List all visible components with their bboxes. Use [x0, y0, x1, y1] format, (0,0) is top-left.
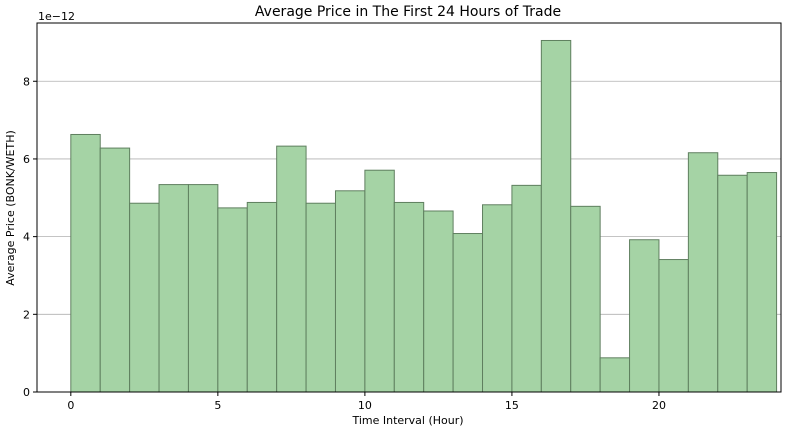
- x-tick-label-10: 10: [358, 399, 372, 412]
- bar-22: [717, 174, 748, 393]
- bar-14: [482, 204, 513, 393]
- bar-12: [423, 210, 454, 393]
- bar-4: [187, 184, 219, 393]
- bar-2: [129, 202, 160, 393]
- bar-18: [599, 357, 631, 393]
- bar-5: [217, 207, 248, 393]
- x-ticks: 0 5 10 15 20: [67, 392, 666, 412]
- x-tick-label-15: 15: [505, 399, 519, 412]
- bar-8: [305, 202, 336, 393]
- bar-16: [540, 39, 572, 393]
- x-tick-label-0: 0: [67, 399, 74, 412]
- bar-10: [364, 169, 395, 393]
- y-multiplier-label: 1e−12: [38, 10, 75, 23]
- y-tick-label-0: 0: [23, 386, 30, 399]
- bar-11: [393, 201, 425, 393]
- bar-23: [746, 172, 778, 393]
- y-tick-label-2: 2: [23, 308, 30, 321]
- bar-1: [99, 147, 131, 393]
- bar-19: [629, 239, 660, 393]
- x-tick-label-20: 20: [652, 399, 666, 412]
- bar-9: [334, 190, 366, 393]
- bar-15: [511, 184, 542, 393]
- bars-layer: [70, 39, 778, 393]
- x-axis-label: Time Interval (Hour): [351, 414, 463, 427]
- bar-17: [570, 205, 601, 393]
- plot-frame: [36, 22, 782, 393]
- bar-7: [276, 145, 307, 393]
- bar-20: [658, 259, 689, 393]
- bar-3: [158, 184, 189, 393]
- chart-title: Average Price in The First 24 Hours of T…: [255, 4, 561, 20]
- x-tick-label-5: 5: [214, 399, 221, 412]
- y-axis-label: Average Price (BONK/WETH): [4, 130, 17, 286]
- y-tick-label-6: 6: [23, 153, 30, 166]
- bar-13: [452, 233, 484, 393]
- y-tick-label-4: 4: [23, 231, 30, 244]
- bar-6: [246, 201, 278, 393]
- bar-0: [70, 133, 101, 393]
- bar-21: [687, 152, 719, 393]
- y-ticks: 0 2 4 6 8: [23, 75, 37, 399]
- y-tick-label-8: 8: [23, 75, 30, 88]
